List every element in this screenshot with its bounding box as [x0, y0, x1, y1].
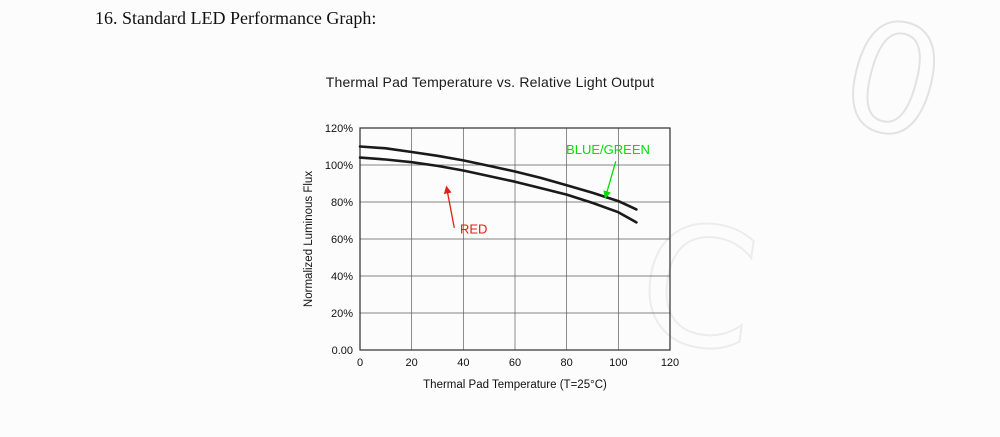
section-heading: 16. Standard LED Performance Graph: [95, 8, 377, 28]
y-tick-label: 0.00 [332, 345, 353, 357]
red-curve [358, 156, 638, 224]
y-tick-label: 120% [325, 123, 353, 135]
y-axis-label: Normalized Luminous Flux [303, 171, 315, 307]
blue-green-series-label: BLUE/GREEN [566, 142, 650, 157]
x-tick-label: 120 [661, 357, 679, 369]
x-tick-label: 40 [457, 357, 469, 369]
chart-title: Thermal Pad Temperature vs. Relative Lig… [325, 74, 655, 90]
red-arrow [443, 185, 455, 229]
y-tick-label: 20% [331, 308, 353, 320]
watermark-zero-glyph: 0 [824, 0, 961, 177]
y-tick-label: 80% [331, 197, 353, 209]
blue-green-arrow [603, 161, 617, 199]
y-tick-label: 100% [325, 160, 353, 172]
y-tick-label: 60% [331, 234, 353, 246]
x-tick-label: 0 [357, 357, 363, 369]
blue-green-curve [358, 145, 638, 211]
chart-plot-area: 0 20 40 60 80 100 120 0.00 20% 40% 60% 80% 100% 120% B… [325, 123, 679, 369]
red-series-label: RED [460, 221, 487, 236]
plot-frame [359, 127, 671, 351]
x-tick-label: 80 [561, 357, 573, 369]
x-tick-label: 20 [406, 357, 418, 369]
performance-chart: 0 20 40 60 80 100 120 0.00 20% 40% 60% 80% 100% 120% B… [303, 123, 679, 391]
watermark-c-glyph: C [628, 185, 769, 391]
x-tick-label: 100 [609, 357, 627, 369]
x-axis-label: Thermal Pad Temperature (T=25°C) [423, 379, 607, 391]
x-tick-label: 60 [509, 357, 521, 369]
y-tick-label: 40% [331, 271, 353, 283]
